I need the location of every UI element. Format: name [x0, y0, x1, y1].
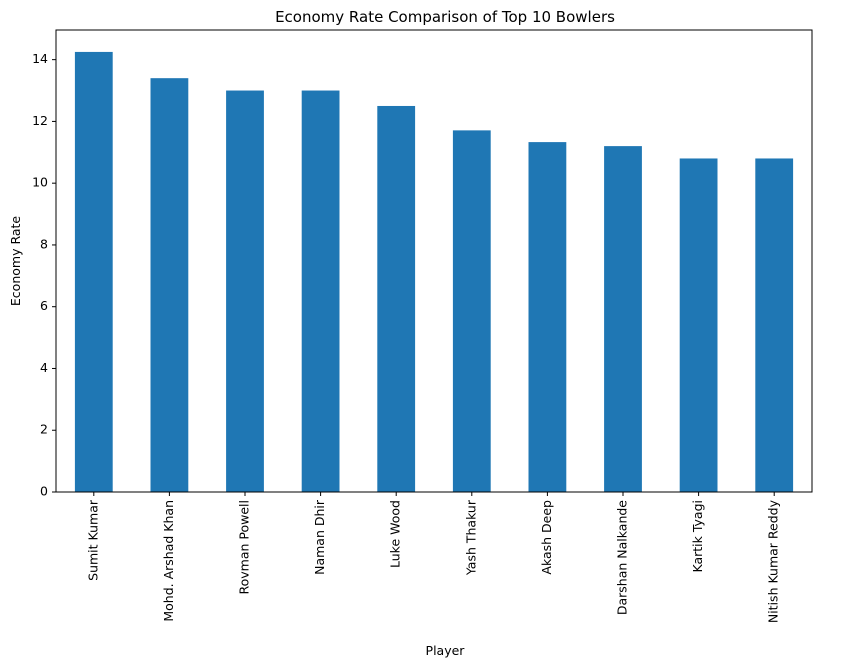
plot-frame: [55, 29, 813, 493]
x-axis-ticks: Sumit Kumar Mohd. Arshad Khan Rovman Powel…: [85, 492, 781, 623]
bar-4: [301, 90, 340, 492]
x-tick-label: Kartik Tyagi: [690, 500, 705, 573]
bar-6: [452, 130, 491, 492]
bar-7: [528, 142, 567, 492]
bar-10: [755, 158, 794, 492]
bar-3: [226, 90, 264, 492]
y-tick-label: 0: [40, 484, 48, 499]
bar-8: [604, 146, 642, 492]
x-tick-label: Darshan Nalkande: [615, 500, 630, 615]
y-tick-label: 14: [32, 51, 48, 66]
y-axis-title: Economy Rate: [8, 216, 23, 307]
x-tick-label: Yash Thakur: [463, 499, 478, 576]
y-tick-label: 8: [40, 236, 48, 251]
bar-2: [150, 78, 189, 493]
y-tick-label: 4: [40, 360, 48, 375]
bars-layer: [74, 51, 794, 493]
x-tick-label: Nitish Kumar Reddy: [766, 499, 781, 623]
y-tick-label: 10: [32, 175, 48, 190]
y-axis-ticks: 0 2 4 6 8 10 12 14: [32, 51, 56, 499]
chart-title: Economy Rate Comparison of Top 10 Bowler…: [275, 8, 615, 26]
y-tick-label: 12: [32, 113, 48, 128]
bar-9: [679, 158, 718, 492]
x-tick-label: Naman Dhir: [312, 499, 327, 575]
x-tick-label: Mohd. Arshad Khan: [161, 500, 176, 622]
y-tick-label: 6: [40, 298, 48, 313]
x-tick-label: Rovman Powell: [237, 500, 252, 595]
bar-1: [74, 51, 113, 492]
x-axis-title: Player: [426, 643, 466, 658]
x-tick-label: Sumit Kumar: [85, 499, 100, 581]
x-tick-label: Luke Wood: [388, 500, 403, 568]
y-tick-label: 2: [40, 422, 48, 437]
x-tick-label: Akash Deep: [539, 500, 554, 575]
bar-5: [377, 105, 416, 493]
